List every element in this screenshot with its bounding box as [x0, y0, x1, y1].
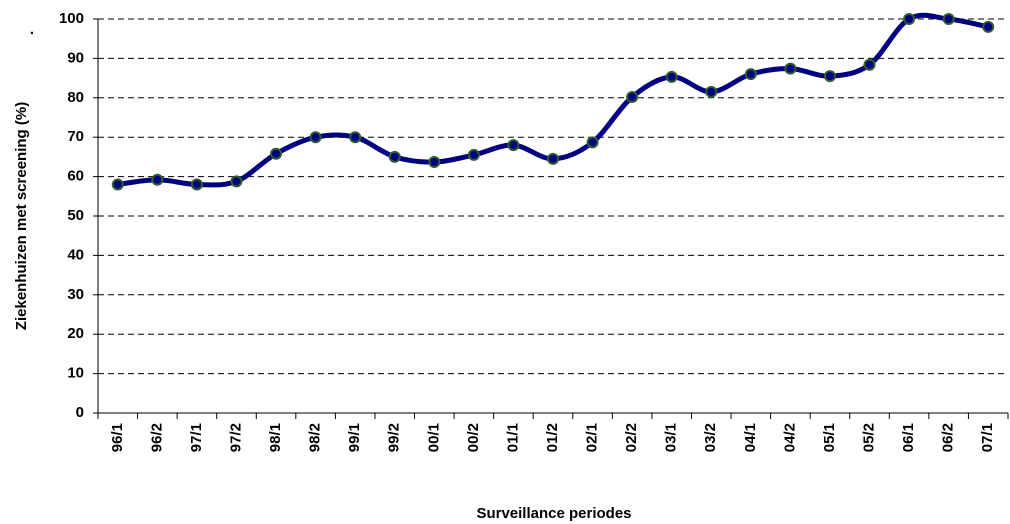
marker [111, 178, 124, 191]
marker [823, 70, 836, 83]
x-tick-label: 97/1 [188, 423, 205, 452]
x-tick-label: 00/2 [465, 423, 482, 452]
x-axis-label: Surveillance periodes [476, 505, 631, 522]
marker [230, 175, 243, 188]
x-tick-label: 01/1 [504, 423, 521, 452]
y-tick-label: 100 [59, 10, 84, 27]
marker [309, 131, 322, 144]
annotation: . [30, 21, 34, 38]
marker [744, 68, 757, 81]
y-tick-label: 30 [67, 286, 84, 303]
marker [626, 91, 639, 104]
marker [270, 147, 283, 160]
x-tick-label: 98/1 [267, 423, 284, 452]
marker [467, 148, 480, 161]
y-tick-label: 90 [67, 49, 84, 66]
marker [705, 85, 718, 98]
marker [863, 58, 876, 71]
y-tick-label: 60 [67, 168, 84, 185]
x-tick-label: 96/1 [109, 423, 126, 452]
x-tick-label: 98/2 [307, 423, 324, 452]
x-tick-label: 05/1 [821, 423, 838, 452]
marker [903, 13, 916, 25]
x-tick-label: 02/2 [623, 423, 640, 452]
y-axis-label: Ziekenhuizen met screening (%) [13, 102, 30, 330]
marker [349, 131, 362, 144]
marker [151, 173, 164, 186]
x-tick-label: 96/2 [148, 423, 165, 452]
y-tick-label: 20 [67, 325, 84, 342]
y-tick-label: 0 [76, 404, 84, 421]
y-tick-label: 70 [67, 128, 84, 145]
marker [586, 136, 599, 149]
x-tick-label: 97/2 [227, 423, 244, 452]
marker [190, 178, 203, 191]
y-tick-label: 40 [67, 246, 84, 263]
x-tick-label: 03/2 [702, 423, 719, 452]
x-tick-label: 04/1 [742, 423, 759, 452]
marker [507, 139, 520, 152]
marker [982, 20, 995, 33]
x-tick-label: 07/1 [979, 423, 996, 452]
marker [547, 152, 559, 165]
x-tick-label: 99/2 [386, 423, 403, 452]
x-tick-label: 06/2 [940, 423, 957, 452]
x-tick-label: 00/1 [425, 423, 442, 452]
marker [428, 156, 441, 169]
x-tick-label: 02/1 [584, 423, 601, 452]
y-tick-label: 80 [67, 89, 84, 106]
x-tick-label: 05/2 [860, 423, 877, 452]
x-tick-label: 03/1 [663, 423, 680, 452]
x-tick-label: 01/2 [544, 423, 561, 452]
marker [784, 62, 797, 75]
x-tick-label: 06/1 [900, 423, 917, 452]
marker [388, 150, 401, 163]
marker [942, 13, 955, 25]
marker [665, 70, 678, 83]
x-tick-label: 99/1 [346, 423, 363, 452]
y-tick-label: 50 [67, 207, 84, 224]
y-tick-label: 10 [67, 365, 84, 382]
x-tick-label: 04/2 [781, 423, 798, 452]
